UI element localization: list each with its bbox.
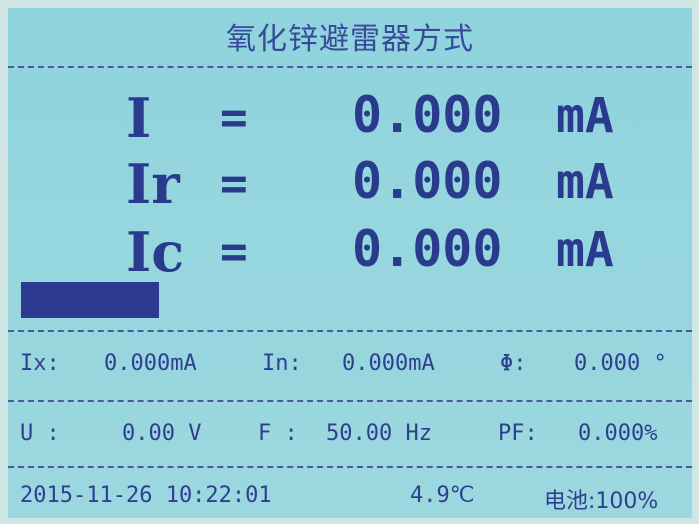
datetime: 2015-11-26 10:22:01 <box>20 483 272 508</box>
in-label: In: <box>262 351 302 376</box>
reading-unit: mA <box>556 88 614 144</box>
phi-label: Φ: <box>500 351 527 376</box>
reading-unit: mA <box>556 154 614 210</box>
progress-block <box>21 282 159 318</box>
ix-value: 0.000mA <box>104 351 197 376</box>
u-label: U : <box>20 421 60 446</box>
lcd-screen: 氧化锌避雷器方式 I = 0.000 mA Ir = 0.000 mA Ic =… <box>8 8 692 518</box>
measurements-row-2: U : 0.00 V F : 50.00 Hz PF: 0.000% <box>8 421 692 455</box>
ix-label: Ix: <box>20 351 60 376</box>
pf-value: 0.000% <box>578 421 658 446</box>
reading-row-ic: Ic = 0.000 mA <box>8 220 692 284</box>
u-value: 0.00 V <box>122 421 202 446</box>
temperature: 4.9℃ <box>410 483 475 508</box>
reading-unit: mA <box>556 222 614 278</box>
in-value: 0.000mA <box>342 351 435 376</box>
reading-value: 0.000 <box>352 86 503 144</box>
reading-value: 0.000 <box>352 220 503 278</box>
reading-label: I <box>126 86 152 150</box>
reading-row-i: I = 0.000 mA <box>8 86 692 150</box>
measurements-row-1: Ix: 0.000mA In: 0.000mA Φ: 0.000 ° <box>8 351 692 385</box>
reading-label: Ir <box>126 152 180 216</box>
reading-row-ir: Ir = 0.000 mA <box>8 152 692 216</box>
f-label: F : <box>258 421 298 446</box>
reading-value: 0.000 <box>352 152 503 210</box>
divider-1 <box>8 330 692 332</box>
phi-value: 0.000 ° <box>574 351 667 376</box>
reading-equals: = <box>220 224 248 278</box>
divider-2 <box>8 400 692 402</box>
divider-top <box>8 66 692 68</box>
pf-label: PF: <box>498 421 538 446</box>
mode-title: 氧化锌避雷器方式 <box>226 22 474 57</box>
reading-equals: = <box>220 90 248 144</box>
divider-3 <box>8 466 692 468</box>
battery-status: 电池:100% <box>544 489 659 514</box>
reading-equals: = <box>220 156 248 210</box>
status-bar: 2015-11-26 10:22:01 4.9℃ 电池:100% <box>8 483 692 517</box>
f-value: 50.00 Hz <box>326 421 432 446</box>
reading-label: Ic <box>126 220 185 284</box>
